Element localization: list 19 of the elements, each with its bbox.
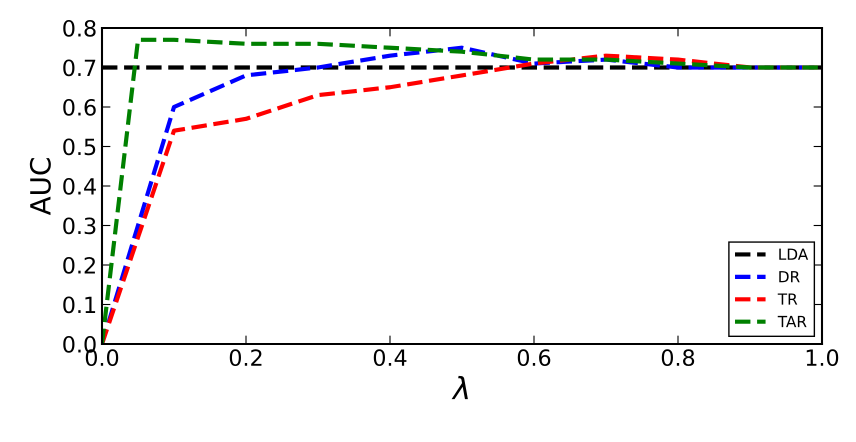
y-tick-label: 0.5 [63, 138, 96, 156]
legend-label: TAR [778, 316, 807, 328]
legend-label: TR [778, 294, 798, 305]
y-tick-label: 0.6 [63, 98, 96, 116]
y-axis-title: AUC [30, 158, 51, 216]
x-tick-label: 0.8 [662, 349, 694, 366]
x-axis-title: λ [452, 376, 468, 400]
y-tick-label: 0.4 [63, 178, 96, 195]
y-tick-label: 0.3 [63, 217, 96, 234]
y-tick-label: 0.2 [63, 256, 95, 274]
x-tick-label: 0.6 [518, 349, 550, 366]
y-tick-label: 0.7 [63, 59, 96, 76]
y-tick-label: 0.1 [63, 296, 96, 314]
legend-label: DR [779, 271, 800, 282]
x-tick-label: 1.0 [806, 349, 838, 366]
y-tick-label: 0.8 [63, 20, 96, 37]
legend-label: LDA [779, 248, 808, 260]
x-tick-label: 0.2 [230, 349, 262, 366]
x-tick-label: 0.4 [374, 349, 406, 366]
